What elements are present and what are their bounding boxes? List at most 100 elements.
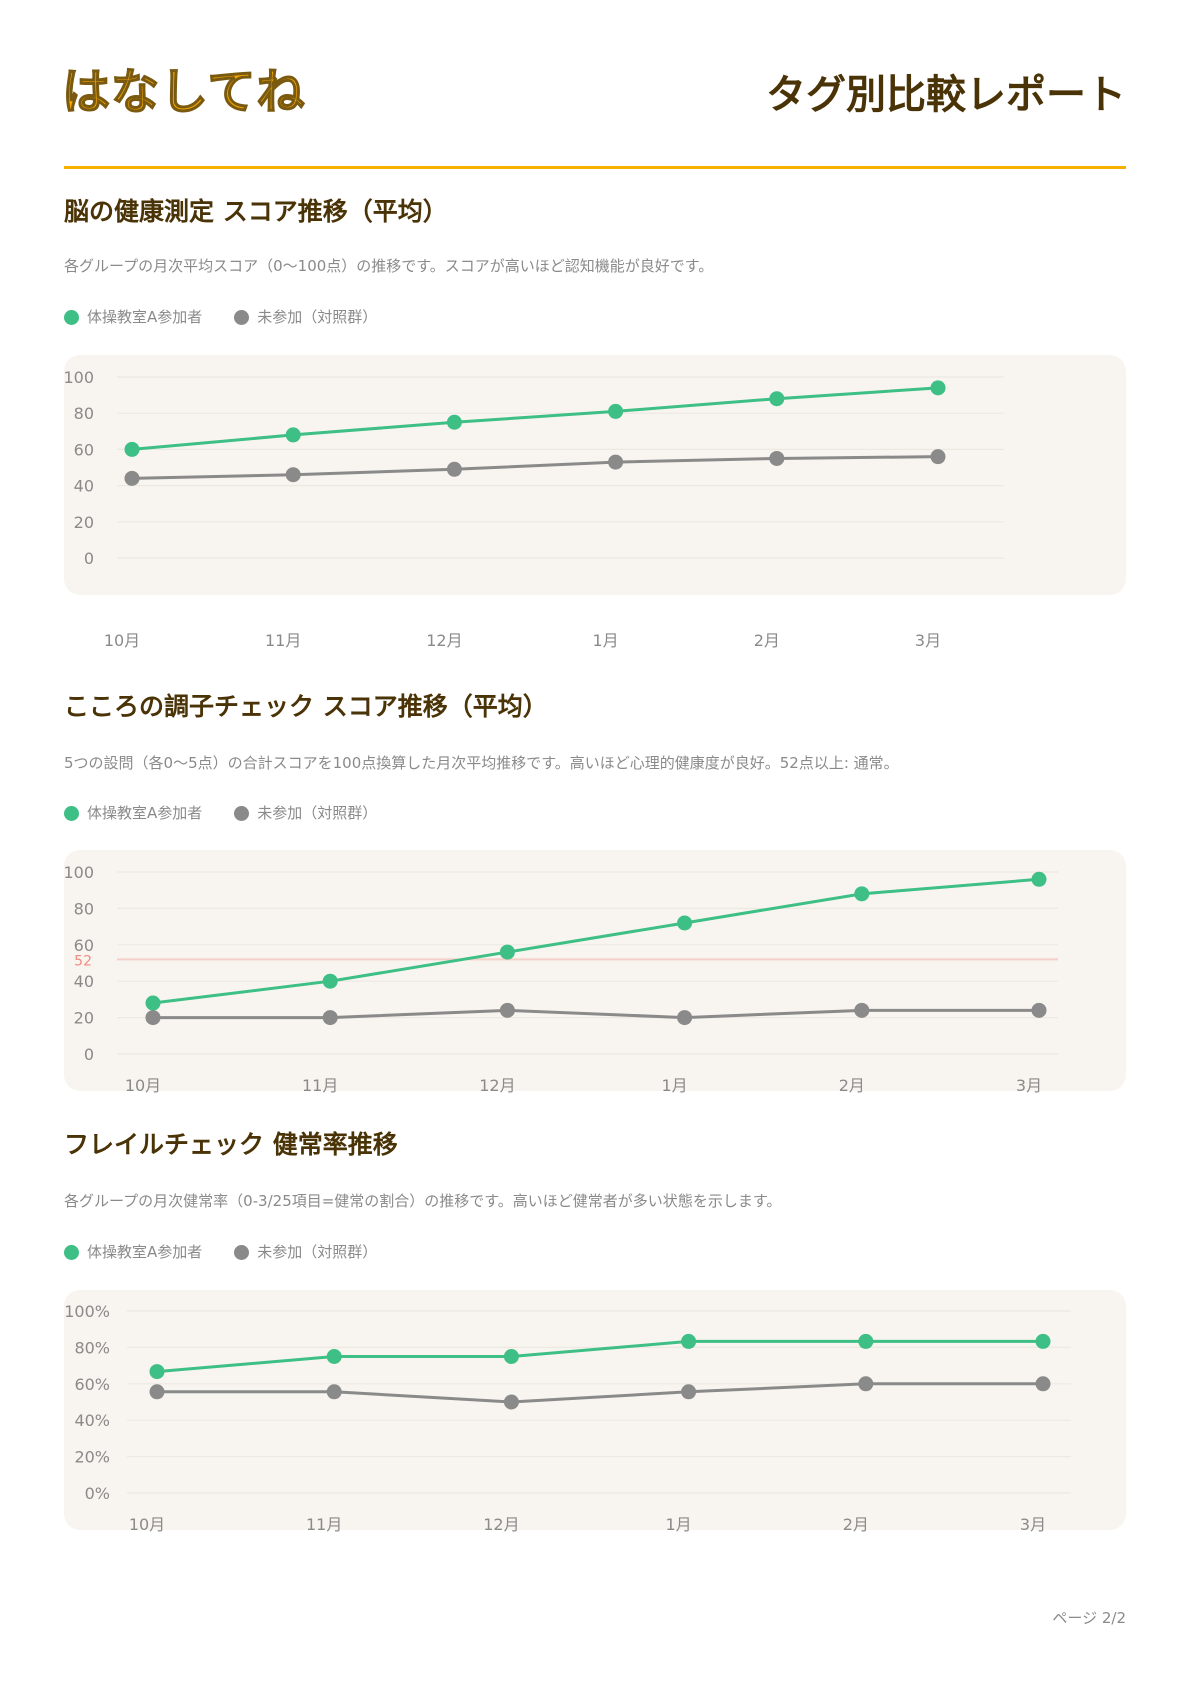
data-point-participant	[322, 973, 338, 989]
legend-label: 体操教室A参加者	[87, 308, 203, 326]
series-line-participant	[131, 386, 939, 451]
legend-label: 未参加（対照群）	[257, 1243, 378, 1261]
series-line-control	[153, 1008, 1039, 1020]
legend-brain: 体操教室A参加者 未参加（対照群）	[64, 306, 377, 328]
legend-item-participant: 体操教室A参加者	[64, 802, 202, 824]
section-title-brain: 脳の健康測定 スコア推移（平均）	[64, 197, 448, 226]
legend-item-participant: 体操教室A参加者	[64, 306, 202, 328]
legend-label: 体操教室A参加者	[87, 1243, 203, 1261]
green-dot-icon	[64, 1244, 79, 1260]
data-point-participant	[124, 441, 140, 457]
logo: はなしてね	[61, 63, 306, 121]
x-tick-label: 3月	[1016, 1076, 1042, 1095]
legend-frailty: 体操教室A参加者 未参加（対照群）	[64, 1241, 377, 1263]
legend-label: 未参加（対照群）	[257, 308, 378, 326]
data-point-control	[930, 449, 946, 465]
y-tick-label: 40%	[74, 1411, 110, 1430]
x-tick-label: 12月	[483, 1515, 519, 1534]
data-point-control	[446, 461, 462, 477]
gray-dot-icon	[234, 309, 250, 325]
x-tick-label: 1月	[666, 1515, 692, 1534]
x-tick-label: 3月	[915, 631, 941, 650]
section-description-brain: 各グループの月次平均スコア（0〜100点）の推移です。スコアが高いほど認知機能が…	[64, 257, 714, 275]
section-description-mental: 5つの設問（各0〜5点）の合計スコアを100点換算した月次平均推移です。高いほど…	[64, 754, 899, 772]
data-point-control	[677, 1010, 693, 1026]
data-point-participant	[608, 403, 624, 419]
data-point-control	[608, 454, 624, 470]
chart-panel-frailty	[64, 1290, 1126, 1530]
series-line-participant	[152, 877, 1040, 1005]
y-tick-label: 0%	[85, 1484, 110, 1503]
data-point-control	[499, 1002, 515, 1018]
data-point-control	[503, 1394, 519, 1410]
section-title-frailty: フレイルチェック 健常率推移	[64, 1130, 398, 1159]
x-tick-label: 10月	[129, 1515, 165, 1534]
data-point-control	[326, 1384, 342, 1400]
data-point-participant	[1031, 871, 1047, 887]
data-point-control	[124, 470, 140, 486]
legend-item-control: 未参加（対照群）	[234, 802, 377, 824]
x-tick-label: 11月	[306, 1515, 342, 1534]
y-tick-label: 80%	[74, 1338, 110, 1357]
page-number: ページ 2/2	[1052, 1609, 1126, 1627]
legend-mental: 体操教室A参加者 未参加（対照群）	[64, 802, 377, 824]
y-tick-label: 20%	[74, 1448, 110, 1467]
data-point-control	[769, 450, 785, 466]
x-tick-label: 10月	[104, 631, 140, 650]
y-tick-label: 0	[84, 1045, 94, 1064]
y-tick-label: 20	[74, 1009, 94, 1028]
green-dot-icon	[64, 805, 79, 821]
data-point-control	[285, 467, 301, 483]
data-point-participant	[858, 1333, 874, 1349]
x-tick-label: 1月	[593, 631, 619, 650]
x-tick-label: 2月	[754, 631, 780, 650]
data-point-participant	[677, 915, 693, 931]
y-tick-label: 100	[63, 863, 94, 882]
data-point-participant	[285, 427, 301, 443]
threshold-label: 52	[74, 953, 92, 969]
x-tick-label: 2月	[839, 1076, 865, 1095]
x-tick-label: 1月	[662, 1076, 688, 1095]
y-tick-label: 40	[74, 477, 94, 496]
gray-dot-icon	[234, 805, 250, 821]
green-dot-icon	[64, 309, 79, 325]
y-tick-label: 80	[74, 899, 94, 918]
legend-label: 体操教室A参加者	[87, 804, 203, 822]
y-tick-label: 100	[63, 368, 94, 387]
data-point-control	[858, 1376, 874, 1392]
series-line-participant	[156, 1339, 1043, 1374]
y-tick-label: 0	[84, 549, 94, 568]
data-point-participant	[1035, 1333, 1051, 1349]
gray-dot-icon	[234, 1244, 250, 1260]
data-point-control	[149, 1384, 165, 1400]
data-point-participant	[930, 380, 946, 396]
y-tick-label: 40	[74, 972, 94, 991]
data-point-participant	[854, 886, 870, 902]
data-point-control	[854, 1002, 870, 1018]
legend-item-control: 未参加（対照群）	[234, 306, 377, 328]
x-tick-label: 11月	[265, 631, 301, 650]
x-tick-label: 11月	[302, 1076, 338, 1095]
x-tick-label: 3月	[1020, 1515, 1046, 1534]
series-line-control	[157, 1382, 1043, 1404]
y-tick-label: 60%	[74, 1375, 110, 1394]
data-point-participant	[326, 1349, 342, 1364]
data-point-participant	[503, 1349, 519, 1364]
data-point-participant	[681, 1333, 697, 1349]
chart-panel-mental	[64, 850, 1126, 1091]
data-point-participant	[149, 1364, 165, 1380]
header-divider	[64, 166, 1126, 169]
legend-label: 未参加（対照群）	[257, 804, 378, 822]
data-point-participant	[145, 995, 161, 1011]
y-tick-label: 100%	[64, 1302, 110, 1321]
series-line-control	[131, 455, 939, 480]
x-tick-label: 12月	[479, 1076, 515, 1095]
report-title: タグ別比較レポート	[766, 72, 1126, 118]
section-description-frailty: 各グループの月次健常率（0-3/25項目=健常の割合）の推移です。高いほど健常者…	[64, 1192, 782, 1210]
y-tick-label: 20	[74, 513, 94, 532]
legend-item-participant: 体操教室A参加者	[64, 1241, 202, 1263]
data-point-control	[322, 1010, 338, 1026]
y-tick-label: 60	[74, 936, 94, 955]
data-point-participant	[446, 414, 462, 430]
